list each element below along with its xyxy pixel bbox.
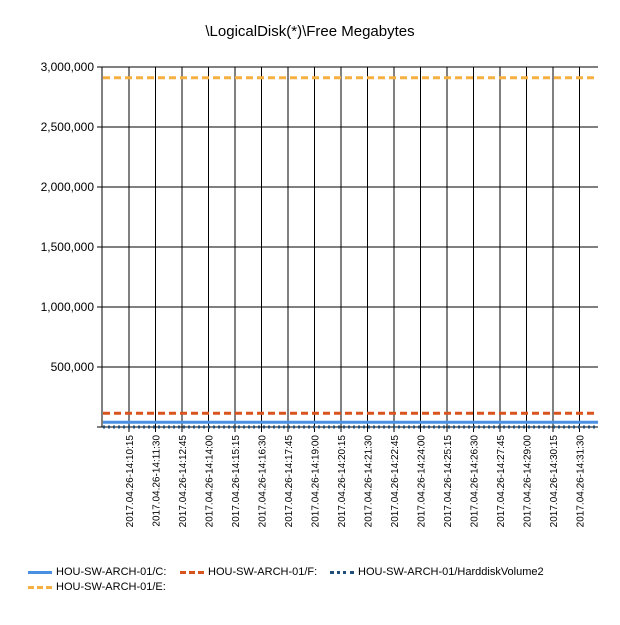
x-tick-label: 2017.04.26-14:26:30	[470, 435, 481, 528]
legend-label-e: HOU-SW-ARCH-01/E:	[56, 581, 166, 593]
legend-swatch-harddiskvolume2	[330, 570, 354, 574]
legend-swatch-c	[28, 570, 52, 574]
legend-swatch-f	[180, 570, 204, 574]
chart-title: \LogicalDisk(*)\Free Megabytes	[205, 23, 414, 40]
y-tick-label: 2,500,000	[41, 120, 95, 134]
x-tick-label: 2017.04.26-14:22:45	[390, 435, 401, 528]
y-tick-label: 1,500,000	[41, 240, 95, 254]
legend-label-f: HOU-SW-ARCH-01/F:	[208, 566, 318, 578]
y-tick-label: 3,000,000	[41, 60, 95, 74]
x-tick-label: 2017.04.26-14:12:45	[178, 435, 189, 528]
x-tick-label: 2017.04.26-14:29:00	[523, 435, 534, 528]
x-tick-label: 2017.04.26-14:20:15	[337, 435, 348, 528]
y-tick-label: 1,000,000	[41, 300, 95, 314]
x-tick-label: 2017.04.26-14:10:15	[125, 435, 136, 528]
x-tick-label: 2017.04.26-14:25:15	[443, 435, 454, 528]
x-tick-label: 2017.04.26-14:11:30	[152, 435, 163, 527]
x-tick-label: 2017.04.26-14:16:30	[258, 435, 269, 528]
x-tick-label: 2017.04.26-14:17:45	[284, 435, 295, 528]
legend-item-c: HOU-SW-ARCH-01/C:	[28, 566, 166, 578]
x-tick-label: 2017.04.26-14:30:15	[549, 435, 560, 528]
x-tick-label: 2017.04.26-14:31:30	[576, 435, 587, 528]
x-tick-label: 2017.04.26-14:14:00	[205, 435, 216, 528]
legend-item-harddiskvolume2: HOU-SW-ARCH-01/HarddiskVolume2	[330, 566, 544, 578]
x-tick-label: 2017.04.26-14:24:00	[417, 435, 428, 528]
legend-item-e: HOU-SW-ARCH-01/E:	[28, 581, 166, 593]
y-tick-label: 2,000,000	[41, 180, 95, 194]
legend-swatch-e	[28, 585, 52, 589]
x-tick-label: 2017.04.26-14:19:00	[311, 435, 322, 528]
y-tick-label: 500,000	[51, 360, 95, 374]
x-tick-label: 2017.04.26-14:21:30	[364, 435, 375, 528]
legend-item-f: HOU-SW-ARCH-01/F:	[180, 566, 317, 578]
x-tick-label: 2017.04.26-14:27:45	[496, 435, 507, 528]
legend-label-c: HOU-SW-ARCH-01/C:	[56, 566, 167, 578]
legend: HOU-SW-ARCH-01/C: HOU-SW-ARCH-01/F: HOU-…	[28, 566, 608, 606]
x-tick-label: 2017.04.26-14:15:15	[231, 435, 242, 528]
legend-label-harddiskvolume2: HOU-SW-ARCH-01/HarddiskVolume2	[358, 566, 544, 578]
